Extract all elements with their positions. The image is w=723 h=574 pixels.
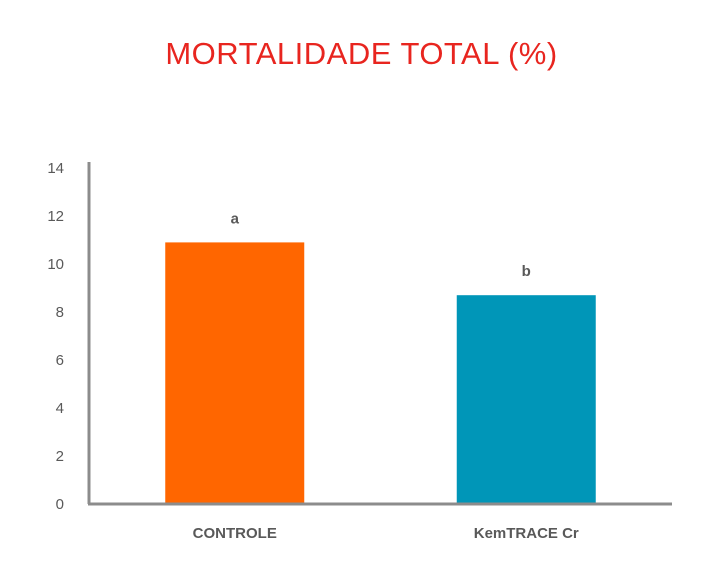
chart-title: MORTALIDADE TOTAL (%) — [165, 36, 558, 71]
y-tick-label: 2 — [56, 448, 64, 465]
bars — [165, 242, 596, 504]
y-tick-label: 8 — [56, 304, 64, 321]
category-label: KemTRACE Cr — [474, 525, 579, 542]
category-labels: CONTROLE KemTRACE Cr — [193, 525, 579, 542]
y-tick-label: 10 — [47, 256, 64, 273]
y-tick-label: 4 — [56, 400, 64, 417]
data-label: b — [522, 263, 531, 280]
data-label: a — [231, 210, 240, 227]
y-axis-ticks: 0 2 4 6 8 10 12 14 — [47, 160, 64, 513]
data-labels: ab — [231, 210, 531, 280]
bar-kemtrace-cr — [456, 295, 596, 504]
y-tick-label: 12 — [47, 208, 64, 225]
y-tick-label: 0 — [56, 496, 64, 513]
y-tick-label: 6 — [56, 352, 64, 369]
category-label: CONTROLE — [193, 525, 277, 542]
y-tick-label: 14 — [47, 160, 64, 177]
bar-controle — [165, 242, 305, 504]
